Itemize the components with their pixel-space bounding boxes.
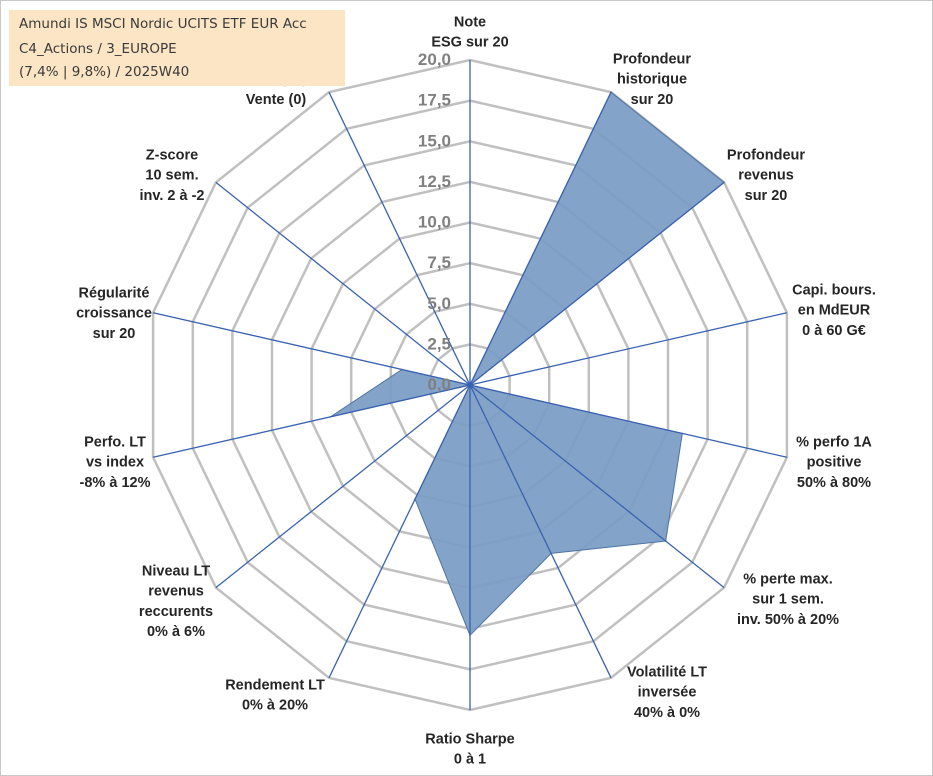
fund-category: C4_Actions / 3_EUROPE (19, 41, 177, 57)
axis-label-line: revenus (148, 584, 204, 600)
axis-spoke (215, 384, 471, 589)
axis-label: Ratio Sharpe 0 à 1 (425, 731, 514, 767)
axis-label: Profondeur historique sur 20 (613, 51, 691, 108)
axis-label: Profondeur revenus sur 20 (727, 147, 805, 204)
axis-label-line: Rendement LT (225, 677, 325, 693)
axis-spoke (152, 312, 471, 386)
axis-spoke (469, 91, 612, 386)
axis-label-line: 40% à 0% (634, 705, 700, 721)
axis-label: Régularité croissance sur 20 (76, 285, 152, 342)
fund-name: Amundi IS MSCI Nordic UCITS ETF EUR Acc (19, 16, 307, 32)
axis-label: Capi. bours. en MdEUR 0 à 60 G€ (792, 282, 876, 339)
axis-label: % perfo 1A positive 50% à 80% (796, 434, 872, 491)
axis-label-line: Ratio Sharpe (425, 731, 514, 747)
axis-label-line: Profondeur (727, 147, 805, 163)
axis-spoke (469, 384, 788, 458)
axis-label-line: % perte max. (743, 571, 832, 587)
axis-spoke (328, 91, 471, 386)
axis-label: Rendement LT 0% à 20% (225, 677, 325, 713)
axis-label-line: ESG sur 20 (431, 35, 508, 51)
axis-spoke (215, 181, 471, 386)
axis-spoke (152, 384, 471, 458)
axis-label-line: vs index (86, 455, 144, 471)
axis-label-line: 0% à 20% (242, 698, 308, 714)
axis-label-line: sur 20 (631, 92, 674, 108)
axis-spoke (328, 384, 471, 679)
axis-label: Niveau LT revenus reccurents 0% à 6% (139, 563, 213, 640)
axis-label-line: 0 à 1 (454, 752, 486, 768)
axis-label-line: 10 sem. (145, 168, 198, 184)
tick-label: 12,5 (418, 172, 451, 191)
axis-label-line: revenus (738, 168, 794, 184)
tick-label: 20,0 (418, 50, 451, 69)
axis-label-line: inv. 50% à 20% (737, 612, 839, 628)
axis-label-line: 50% à 80% (797, 475, 871, 491)
axis-label: Z-score 10 sem. inv. 2 à -2 (139, 147, 204, 204)
axis-label-line: % perfo 1A (796, 434, 872, 450)
tick-label: 2,5 (427, 334, 451, 353)
axis-label-line: Capi. bours. (792, 282, 876, 298)
axis-label-line: -8% à 12% (80, 475, 151, 491)
axis-label: Note ESG sur 20 (431, 14, 508, 50)
axis-label-line: sur 20 (93, 326, 136, 342)
axis-label-line: Profondeur (613, 51, 691, 67)
series-area-0 (330, 91, 725, 637)
axis-label-line: positive (807, 455, 862, 471)
axis-label-line: Perfo. LT (84, 434, 146, 450)
axis-label-line: inversée (638, 685, 697, 701)
axis-label: Perfo. LT vs index -8% à 12% (80, 434, 151, 491)
tick-label: 5,0 (427, 294, 451, 313)
axis-spoke (469, 384, 612, 679)
axis-label-line: Z-score (146, 147, 198, 163)
tick-label: 15,0 (418, 131, 451, 150)
axis-label-line: Note (454, 14, 486, 30)
axis-label-line: reccurents (139, 604, 213, 620)
axis-label: Volatilité LT inversée 40% à 0% (627, 664, 707, 721)
axis-spoke (469, 312, 788, 386)
tick-label: 10,0 (418, 213, 451, 232)
axis-label-line: Vente (0) (246, 92, 307, 108)
axis-label-line: 0% à 6% (147, 624, 205, 640)
axis-label-line: croissance (76, 306, 152, 322)
tick-label: 7,5 (427, 253, 451, 272)
axis-label-line: historique (617, 72, 687, 88)
axis-label-line: 0 à 60 G€ (802, 323, 866, 339)
axis-label-line: Volatilité LT (627, 664, 707, 680)
axis-label-line: en MdEUR (798, 303, 871, 319)
fund-info-box: Amundi IS MSCI Nordic UCITS ETF EUR Acc … (9, 10, 345, 86)
fund-stats: (7,4% | 9,8%) / 2025W40 (19, 64, 190, 80)
axis-label-line: sur 1 sem. (752, 592, 824, 608)
axis-label: % perte max. sur 1 sem. inv. 50% à 20% (737, 571, 839, 628)
axis-spoke (469, 181, 725, 386)
axis-label-line: Niveau LT (142, 563, 210, 579)
axis-label-line: Régularité (79, 285, 150, 301)
axis-spoke (469, 384, 725, 589)
tick-label: 17,5 (418, 91, 451, 110)
tick-label: 0,0 (427, 375, 451, 394)
axis-label-line: inv. 2 à -2 (139, 188, 204, 204)
axis-label-line: sur 20 (745, 188, 788, 204)
